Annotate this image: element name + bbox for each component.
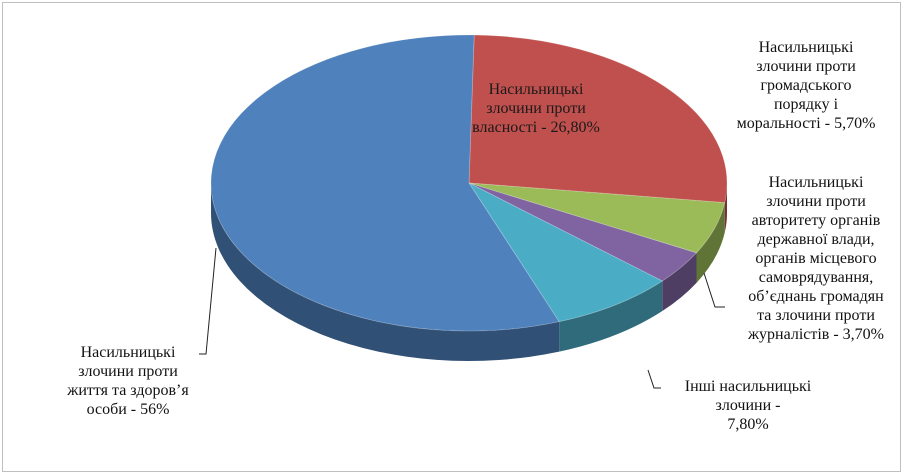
leader-line-life <box>199 247 217 355</box>
pie-slice-1 <box>468 182 726 254</box>
pie-slice-3 <box>467 181 664 323</box>
slice-label-property: Насильницькі злочини проти власності - 2… <box>472 81 600 136</box>
slice-label-other: Інші насильницькі злочини - 7,80% <box>684 378 812 433</box>
pie-slice-0 <box>468 34 728 204</box>
slice-label-public-order: Насильницькі злочини проти громадського … <box>736 39 876 132</box>
pie-chart <box>199 34 728 389</box>
pie-slice-4 <box>210 34 560 332</box>
slice-side-3 <box>559 281 663 352</box>
pie-slice-2 <box>468 182 698 282</box>
slice-side-1 <box>696 202 725 283</box>
slice-label-authority: Насильницькі злочини проти авторитету ор… <box>747 174 885 343</box>
slice-label-life-health: Насильницькі злочини проти життя та здор… <box>67 344 189 418</box>
slice-side-4 <box>211 183 560 361</box>
leader-line-other <box>647 369 661 389</box>
slice-side-2 <box>662 252 697 312</box>
leader-line-authority <box>703 272 725 308</box>
slice-side-0 <box>724 183 727 233</box>
